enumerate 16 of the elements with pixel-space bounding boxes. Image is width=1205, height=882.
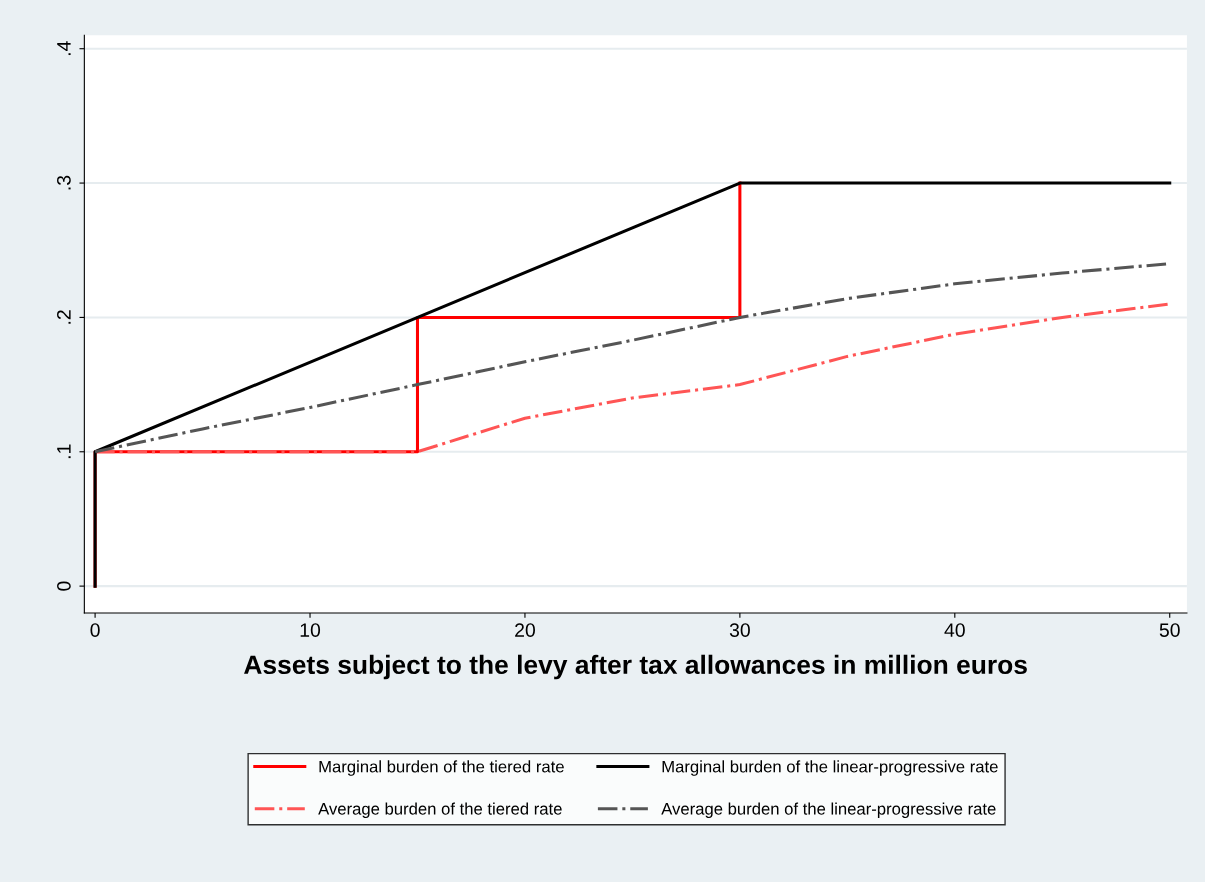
x-tick-label: 0: [90, 623, 100, 637]
x-tick-label: 30: [729, 623, 750, 637]
y-tick-label: .2: [57, 310, 71, 324]
legend-label: Marginal burden of the linear-progressive rate: [662, 760, 998, 776]
x-tick-label: 50: [1159, 623, 1180, 637]
legend-label: Marginal burden of the tiered rate: [319, 760, 564, 776]
y-tick-label: .4: [57, 41, 71, 56]
legend-label: Average burden of the tiered rate: [318, 802, 562, 819]
y-tick-label: .1: [57, 444, 71, 459]
y-tick-label: 0: [57, 581, 71, 591]
x-tick-label: 40: [944, 623, 965, 637]
y-tick-label: .3: [57, 175, 71, 190]
x-axis-title: Assets subject to the levy after tax allowances in million euros: [244, 654, 1027, 680]
x-tick-label: 20: [515, 623, 535, 637]
legend-label: Average burden of the linear-progressive rate: [661, 802, 996, 819]
x-tick-label: 10: [300, 623, 321, 637]
